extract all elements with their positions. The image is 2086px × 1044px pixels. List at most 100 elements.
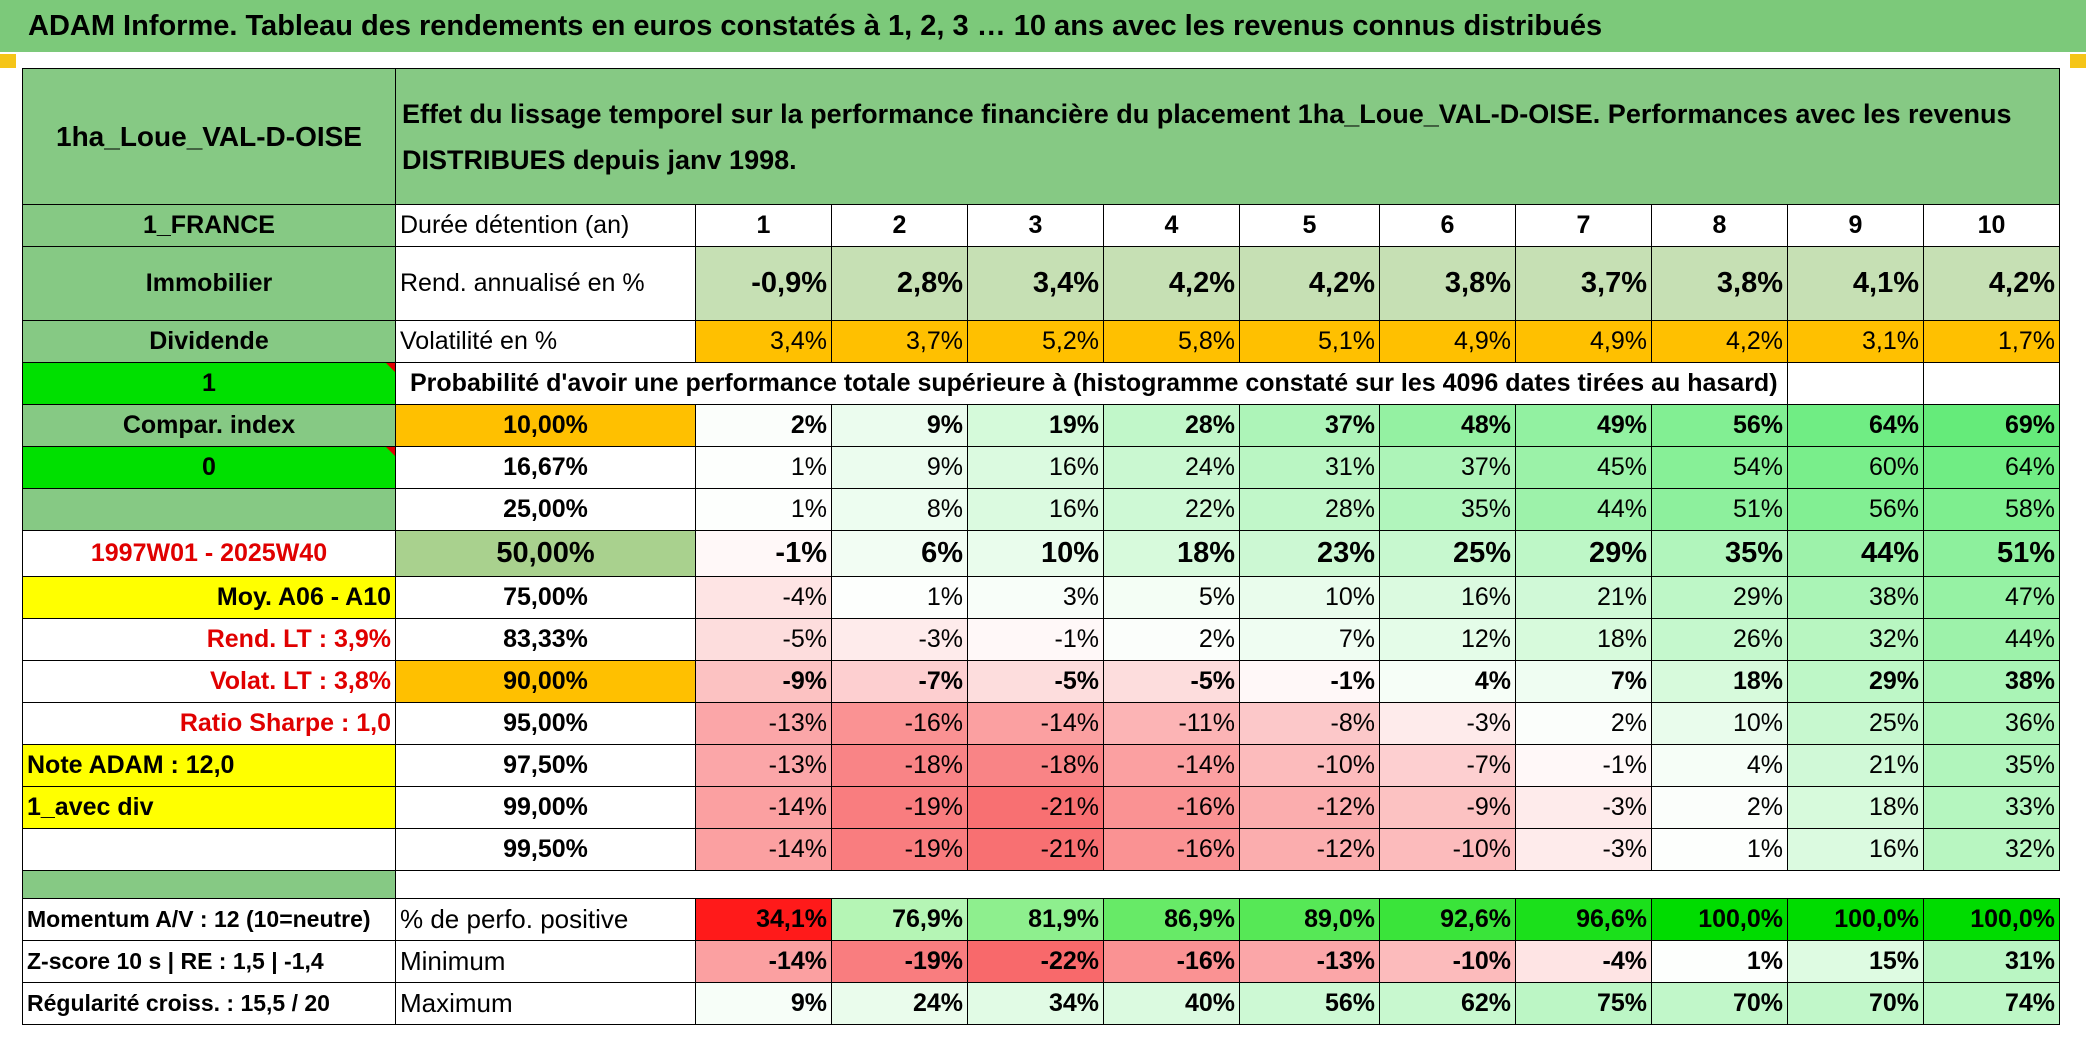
value-cell: 35% [1651,530,1788,577]
probability-threshold: 25,00% [395,488,696,531]
probability-threshold: 95,00% [395,702,696,745]
value-cell: 56% [1239,982,1380,1025]
value-cell: 4% [1651,744,1788,787]
momentum-label: Momentum A/V : 12 (10=neutre) [22,898,396,941]
probability-threshold: 99,00% [395,786,696,829]
probability-row: Note ADAM : 12,0 97,50% -13% -18% -18% -14% -1… [22,744,2060,787]
value-cell: 9% [831,446,968,489]
value-cell: 18% [1103,530,1240,577]
value-cell: 16% [967,446,1104,489]
probability-row: Compar. index 10,00% 2% 9% 19% 28% 37% 48% 49% 56… [22,404,2060,447]
value-cell: 3,4% [967,246,1104,321]
compar-index-label: Compar. index [22,404,396,447]
category-label: Immobilier [22,246,396,321]
value-cell: 16% [1787,828,1924,871]
value-cell: 92,6% [1379,898,1516,941]
value-cell: -14% [695,940,832,983]
blank-cell [1787,362,1924,405]
value-cell: -16% [1103,828,1240,871]
regularite-label: Régularité croiss. : 15,5 / 20 [22,982,396,1025]
value-cell: 3,7% [1515,246,1652,321]
value-cell: 38% [1787,576,1924,619]
value-cell: 5,1% [1239,320,1380,363]
value-cell: 24% [1103,446,1240,489]
value-cell: 5,8% [1103,320,1240,363]
value-cell: -0,9% [695,246,832,321]
value-cell: -14% [695,828,832,871]
value-cell: -18% [967,744,1104,787]
flag-zero: 0 [22,446,396,489]
value-cell: 62% [1379,982,1516,1025]
value-cell: 18% [1651,660,1788,703]
value-cell: -13% [695,744,832,787]
value-cell: -10% [1379,828,1516,871]
value-cell: 75% [1515,982,1652,1025]
value-cell: 1,7% [1923,320,2060,363]
period-label: 1997W01 - 2025W40 [22,530,396,577]
value-cell: 8% [831,488,968,531]
value-cell: 4 [1103,204,1240,247]
country-label: 1_FRANCE [22,204,396,247]
value-cell: 56% [1787,488,1924,531]
value-cell: 2% [1103,618,1240,661]
value-cell: -8% [1239,702,1380,745]
value-cell: 34,1% [695,898,832,941]
value-cell: -19% [831,828,968,871]
value-cell: 10 [1923,204,2060,247]
value-cell: 40% [1103,982,1240,1025]
value-cell: -22% [967,940,1104,983]
value-cell: 37% [1239,404,1380,447]
value-cell: 25% [1787,702,1924,745]
value-cell: 38% [1923,660,2060,703]
blank-label [22,828,396,871]
probability-threshold: 75,00% [395,576,696,619]
value-cell: 89,0% [1239,898,1380,941]
blank-cell [1923,362,2060,405]
value-cell: 21% [1515,576,1652,619]
probability-title: Probabilité d'avoir une performance tota… [395,362,1788,405]
value-cell: -16% [1103,786,1240,829]
note-adam-label: Note ADAM : 12,0 [22,744,396,787]
value-cell: -1% [695,530,832,577]
volat-lt-label: Volat. LT : 3,8% [22,660,396,703]
value-cell: 100,0% [1787,898,1924,941]
value-cell: 3% [967,576,1104,619]
value-cell: -5% [967,660,1104,703]
value-cell: 21% [1787,744,1924,787]
value-cell: 81,9% [967,898,1104,941]
value-cell: 9% [831,404,968,447]
value-cell: 2% [1515,702,1652,745]
value-cell: -11% [1103,702,1240,745]
value-cell: 24% [831,982,968,1025]
blank-label [22,488,396,531]
probability-threshold: 83,33% [395,618,696,661]
value-cell: 44% [1923,618,2060,661]
value-cell: 4,2% [1103,246,1240,321]
stats-row: Régularité croiss. : 15,5 / 20 Maximum 9% 2… [22,982,2060,1025]
value-cell: 37% [1379,446,1516,489]
value-cell: 33% [1923,786,2060,829]
value-cell: -16% [831,702,968,745]
value-cell: 8 [1651,204,1788,247]
value-cell: 5 [1239,204,1380,247]
probability-threshold: 90,00% [395,660,696,703]
volat-label: Volatilité en % [395,320,696,363]
value-cell: 1% [1651,940,1788,983]
value-cell: 18% [1787,786,1924,829]
report-title: ADAM Informe. Tableau des rendements en … [28,9,1603,42]
value-cell: 9 [1787,204,1924,247]
value-cell: 4,2% [1239,246,1380,321]
value-cell: 3,4% [695,320,832,363]
separator-cell [22,870,396,899]
value-cell: -7% [831,660,968,703]
corner-marker [0,54,16,68]
value-cell: -3% [1515,828,1652,871]
value-cell: 9% [695,982,832,1025]
value-cell: 4,2% [1923,246,2060,321]
volat-row: Dividende Volatilité en % 3,4% 3,7% 5,2% 5,… [22,320,2060,363]
fund-name: 1ha_Loue_VAL-D-OISE [22,68,396,205]
value-cell: 34% [967,982,1104,1025]
value-cell: 19% [967,404,1104,447]
stats-label: Minimum [395,940,696,983]
